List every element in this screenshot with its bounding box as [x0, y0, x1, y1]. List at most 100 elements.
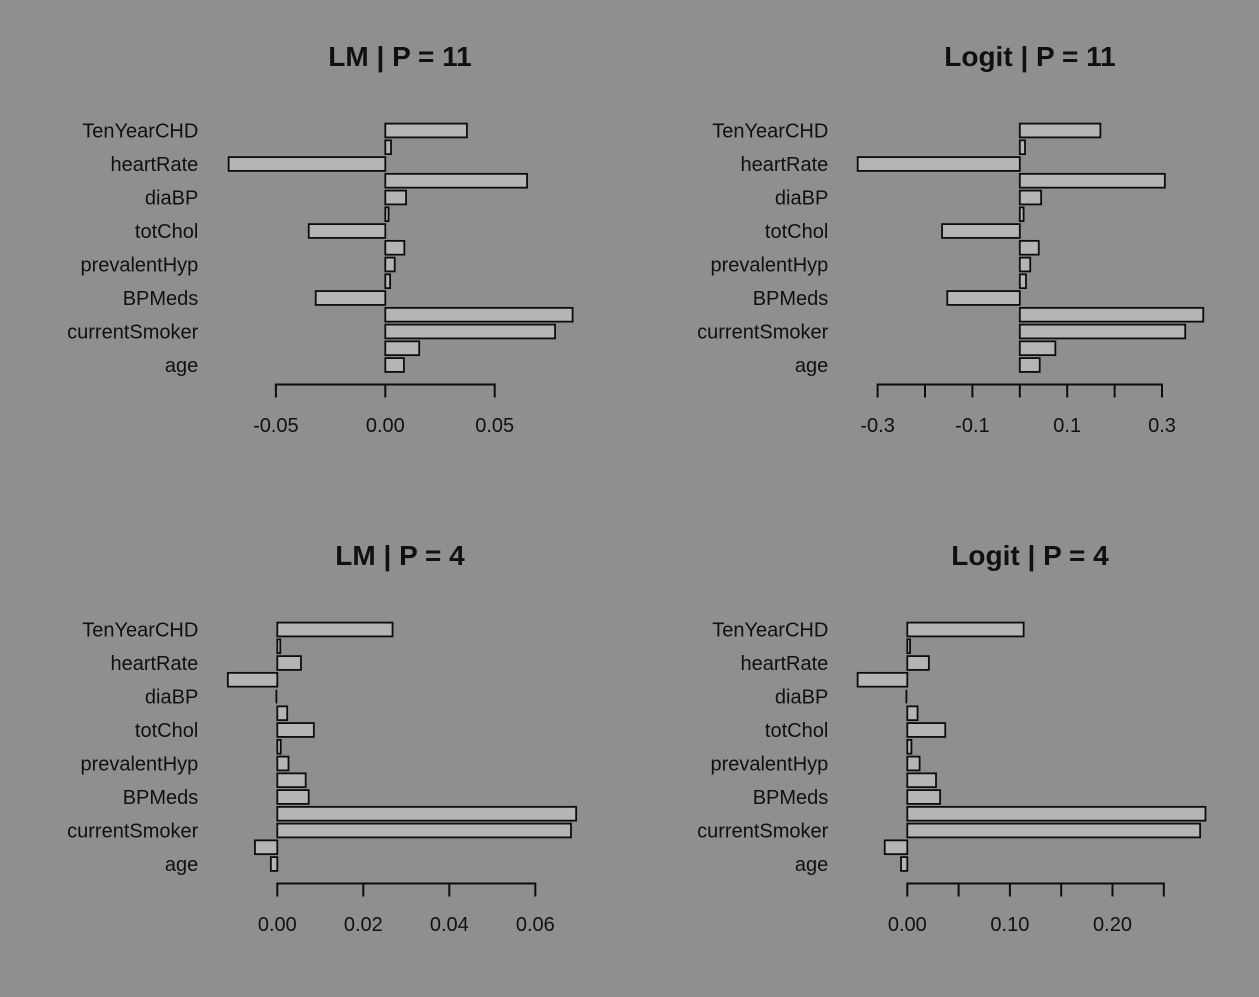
bar-currentsmoker-companion-bar	[883, 838, 908, 855]
x-axis-tick-label: 0.00	[366, 415, 405, 437]
bar-tenyearchd-companion-bar	[384, 139, 392, 156]
bar-diabp-companion-bar	[905, 704, 918, 721]
bar-heartrate-labeled-bar	[227, 156, 387, 172]
bar-currentsmoker-companion-bar	[1018, 340, 1056, 357]
bar-bpmeds-companion-bar	[276, 805, 578, 822]
bar-diabp-labeled-bar	[384, 189, 407, 206]
category-label-totchol: totChol	[764, 221, 827, 243]
bar-currentsmoker-companion-bar	[384, 340, 421, 357]
chart-body: TenYearCHD heartRate diaBP totChol prevalent…	[67, 619, 578, 936]
bar-heartrate-labeled-bar	[276, 654, 302, 671]
x-axis-tick-label: 0.20	[1093, 914, 1132, 936]
category-label-bpmeds: BPMeds	[752, 787, 828, 809]
category-label-age: age	[165, 355, 198, 377]
category-label-tenyearchd: TenYearCHD	[712, 121, 828, 143]
bar-prevalenthyp-labeled-bar	[905, 755, 921, 771]
chart-title: Logit | P = 4	[951, 540, 1109, 571]
bar-prevalenthyp-companion-bar	[905, 771, 937, 788]
x-axis-tick-label: 0.04	[430, 914, 469, 936]
bar-currentsmoker-labeled-bar	[1018, 323, 1186, 340]
x-axis-tick-label: -0.05	[253, 415, 299, 437]
bar-prevalenthyp-companion-bar	[1018, 273, 1027, 290]
chart-panel-logit-p11: Logit | P = 11 TenYearCHD heartRate diaBP t…	[697, 41, 1204, 437]
bar-prevalenthyp-companion-bar	[384, 273, 392, 290]
x-axis-tick-label: -0.1	[955, 415, 989, 437]
bar-bpmeds-labeled-bar	[905, 788, 941, 805]
bar-diabp-labeled-bar	[1018, 189, 1042, 206]
bar-tenyearchd-labeled-bar	[384, 122, 468, 139]
bar-tenyearchd-labeled-bar	[276, 621, 394, 637]
bar-age-labeled-bar	[384, 357, 405, 373]
bar-totchol-companion-bar	[276, 738, 282, 755]
bar-diabp-companion-bar	[384, 206, 390, 223]
x-axis-tick-label: 0.00	[887, 914, 926, 936]
bar-heartrate-companion-bar	[856, 671, 908, 688]
category-label-heartrate: heartRate	[110, 653, 198, 675]
bar-totchol-companion-bar	[905, 738, 912, 755]
bar-tenyearchd-companion-bar	[905, 637, 911, 654]
x-axis-tick-label: 0.1	[1053, 415, 1081, 437]
category-label-tenyearchd: TenYearCHD	[712, 619, 828, 641]
bar-heartrate-labeled-bar	[856, 156, 1021, 172]
bar-diabp-companion-bar	[1018, 206, 1024, 223]
bar-totchol-companion-bar	[1018, 239, 1040, 256]
chart-panel-lm-p4: LM | P = 4 TenYearCHD heartRate diaBP totCh…	[67, 540, 578, 936]
category-label-prevalenthyp: prevalentHyp	[710, 753, 828, 775]
x-axis-tick-label: 0.05	[475, 415, 514, 437]
x-axis-tick-label: 0.3	[1148, 415, 1176, 437]
category-label-tenyearchd: TenYearCHD	[82, 619, 198, 641]
category-label-currentsmoker: currentSmoker	[697, 322, 828, 344]
x-axis-tick-label: 0.10	[990, 914, 1029, 936]
bar-bpmeds-companion-bar	[384, 306, 574, 323]
category-label-heartrate: heartRate	[740, 653, 828, 675]
bar-prevalenthyp-labeled-bar	[1018, 256, 1031, 273]
bar-tenyearchd-labeled-bar	[1018, 122, 1101, 139]
bar-heartrate-companion-bar	[384, 172, 528, 189]
bar-heartrate-companion-bar	[1018, 172, 1166, 189]
bar-tenyearchd-companion-bar	[276, 637, 282, 654]
bar-heartrate-labeled-bar	[905, 654, 930, 671]
category-label-age: age	[794, 355, 827, 377]
bar-heartrate-companion-bar	[226, 671, 279, 688]
category-label-heartrate: heartRate	[740, 154, 828, 176]
bar-currentsmoker-labeled-bar	[384, 323, 556, 340]
category-label-bpmeds: BPMeds	[123, 288, 199, 310]
bar-currentsmoker-companion-bar	[254, 838, 279, 855]
bar-currentsmoker-labeled-bar	[905, 822, 1201, 838]
chart-body: TenYearCHD heartRate diaBP totChol prevalent…	[697, 121, 1204, 437]
x-axis-tick-label: 0.00	[258, 914, 297, 936]
x-axis-tick-label: -0.3	[860, 415, 894, 437]
chart-title: LM | P = 4	[335, 540, 465, 571]
chart-panel-lm-p11: LM | P = 11 TenYearCHD heartRate diaBP totC…	[67, 41, 574, 437]
category-label-diabp: diaBP	[774, 686, 827, 708]
category-label-currentsmoker: currentSmoker	[67, 322, 198, 344]
bar-bpmeds-labeled-bar	[945, 290, 1021, 306]
chart-body: TenYearCHD heartRate diaBP totChol prevalent…	[67, 121, 574, 437]
category-label-prevalenthyp: prevalentHyp	[80, 255, 198, 277]
bar-totchol-companion-bar	[384, 239, 406, 256]
bar-bpmeds-labeled-bar	[276, 788, 310, 805]
bar-bpmeds-companion-bar	[1018, 306, 1204, 323]
bar-totchol-labeled-bar	[276, 721, 315, 738]
category-label-bpmeds: BPMeds	[123, 787, 199, 809]
x-axis-tick-label: 0.02	[344, 914, 383, 936]
category-label-currentsmoker: currentSmoker	[67, 820, 198, 842]
bar-age-labeled-bar	[899, 855, 908, 872]
bar-bpmeds-labeled-bar	[314, 290, 387, 306]
category-label-totchol: totChol	[764, 720, 827, 742]
bar-tenyearchd-labeled-bar	[905, 621, 1025, 637]
category-label-totchol: totChol	[135, 221, 198, 243]
category-label-age: age	[165, 854, 198, 876]
category-label-heartrate: heartRate	[110, 154, 198, 176]
chart-title: Logit | P = 11	[944, 41, 1116, 72]
chart-panel-logit-p4: Logit | P = 4 TenYearCHD heartRate diaBP to…	[697, 540, 1206, 936]
category-label-prevalenthyp: prevalentHyp	[80, 753, 198, 775]
bar-age-labeled-bar	[269, 855, 279, 872]
bar-diabp-labeled-bar	[905, 689, 907, 703]
category-label-bpmeds: BPMeds	[752, 288, 828, 310]
bar-currentsmoker-labeled-bar	[276, 822, 572, 838]
bar-prevalenthyp-labeled-bar	[276, 755, 290, 771]
bar-bpmeds-companion-bar	[905, 805, 1206, 822]
category-label-diabp: diaBP	[774, 188, 827, 210]
